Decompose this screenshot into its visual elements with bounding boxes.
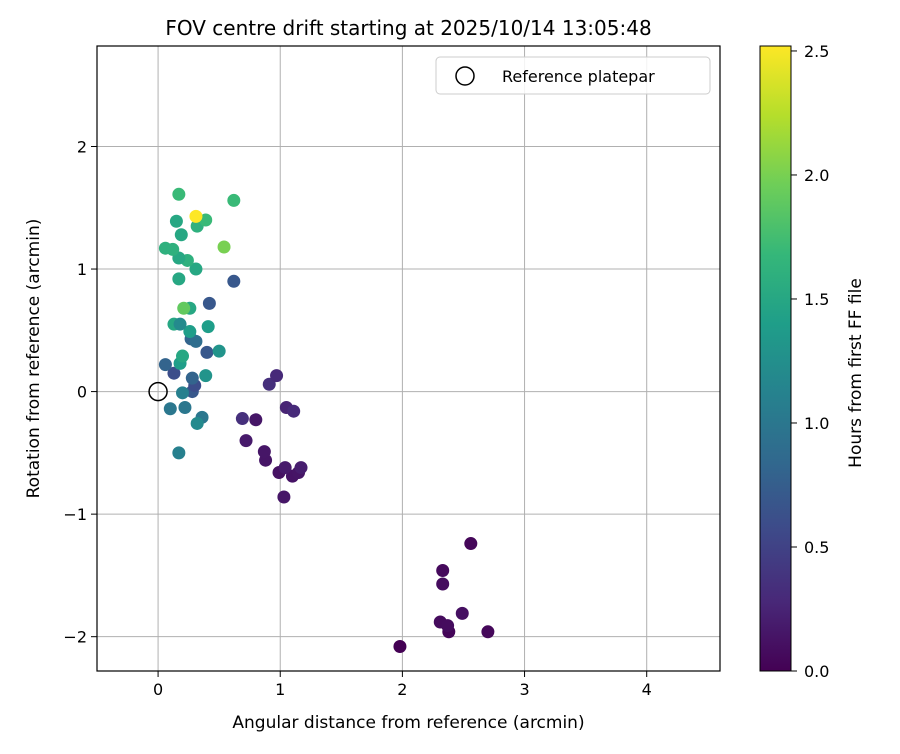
data-point (172, 446, 186, 460)
data-point (200, 345, 214, 359)
data-point (167, 366, 181, 380)
colorbar-tick-label: 1.0 (804, 414, 829, 433)
data-point (270, 369, 284, 383)
data-point (436, 577, 450, 591)
colorbar-gradient (759, 45, 792, 672)
data-point (185, 371, 199, 385)
colorbar-tick-label: 0.0 (804, 662, 829, 681)
x-tick-label: 2 (397, 680, 407, 699)
x-tick-label: 4 (642, 680, 652, 699)
data-point (172, 272, 186, 286)
data-point (202, 296, 216, 310)
data-point (294, 461, 308, 475)
data-point (190, 416, 204, 430)
data-point (183, 325, 197, 339)
reference-layer (148, 381, 168, 402)
data-point (481, 625, 495, 639)
data-point (189, 209, 203, 223)
legend-label: Reference platepar (502, 67, 655, 86)
legend-open-circle-icon (455, 66, 475, 86)
data-point (201, 320, 215, 334)
data-point (169, 214, 183, 228)
data-point (239, 434, 253, 448)
x-tick-label: 1 (275, 680, 285, 699)
data-point (455, 606, 469, 620)
data-point (227, 193, 241, 207)
data-point (174, 228, 188, 242)
data-point (212, 344, 226, 358)
data-point (227, 274, 241, 288)
data-point (262, 377, 276, 391)
data-point (235, 412, 249, 426)
y-axis-label: Rotation from reference (arcmin) (24, 219, 44, 499)
x-axis-ticks: 0 1 2 3 4 (153, 671, 652, 699)
data-point (189, 334, 203, 348)
data-point (436, 564, 450, 578)
data-point (257, 445, 271, 459)
grid (97, 46, 720, 671)
colorbar-tick-label: 2.5 (804, 42, 829, 61)
data-point (177, 301, 191, 315)
x-tick-label: 0 (153, 680, 163, 699)
colorbar: 0.0 0.5 1.0 1.5 2.0 2.5 Hours from first FF f… (759, 42, 866, 681)
colorbar-label: Hours from first FF file (846, 278, 866, 468)
reference-platepar-marker (148, 381, 168, 402)
data-point (393, 639, 407, 653)
y-tick-label: −1 (63, 505, 87, 524)
data-points (158, 187, 495, 653)
data-point (199, 213, 213, 227)
data-point (199, 369, 213, 383)
data-point (277, 490, 291, 504)
data-point (176, 349, 190, 363)
y-tick-label: −2 (63, 628, 87, 647)
legend-box (435, 56, 711, 95)
legend: Reference platepar (435, 56, 711, 95)
chart-title: FOV centre drift starting at 2025/10/14 … (165, 16, 651, 40)
data-point (278, 461, 292, 475)
data-point (441, 619, 455, 633)
data-point (173, 317, 187, 331)
y-tick-label: 1 (77, 260, 87, 279)
data-point (189, 262, 203, 276)
data-point (166, 242, 180, 256)
data-point (464, 537, 478, 551)
data-point (163, 402, 177, 416)
y-axis-ticks: −2 −1 0 1 2 (63, 137, 97, 647)
data-point (172, 187, 186, 201)
data-point (287, 404, 301, 418)
colorbar-tick-label: 0.5 (804, 538, 829, 557)
y-tick-label: 2 (77, 137, 87, 156)
data-point (217, 240, 231, 254)
data-point (249, 413, 263, 427)
plot-frame (96, 45, 721, 672)
colorbar-tick-label: 2.0 (804, 166, 829, 185)
y-tick-label: 0 (77, 383, 87, 402)
data-point (178, 401, 192, 415)
x-tick-label: 3 (519, 680, 529, 699)
colorbar-ticks: 0.0 0.5 1.0 1.5 2.0 2.5 (791, 42, 829, 681)
data-point (158, 358, 172, 372)
data-point (176, 386, 190, 400)
x-axis-label: Angular distance from reference (arcmin) (232, 713, 584, 733)
colorbar-tick-label: 1.5 (804, 290, 829, 309)
